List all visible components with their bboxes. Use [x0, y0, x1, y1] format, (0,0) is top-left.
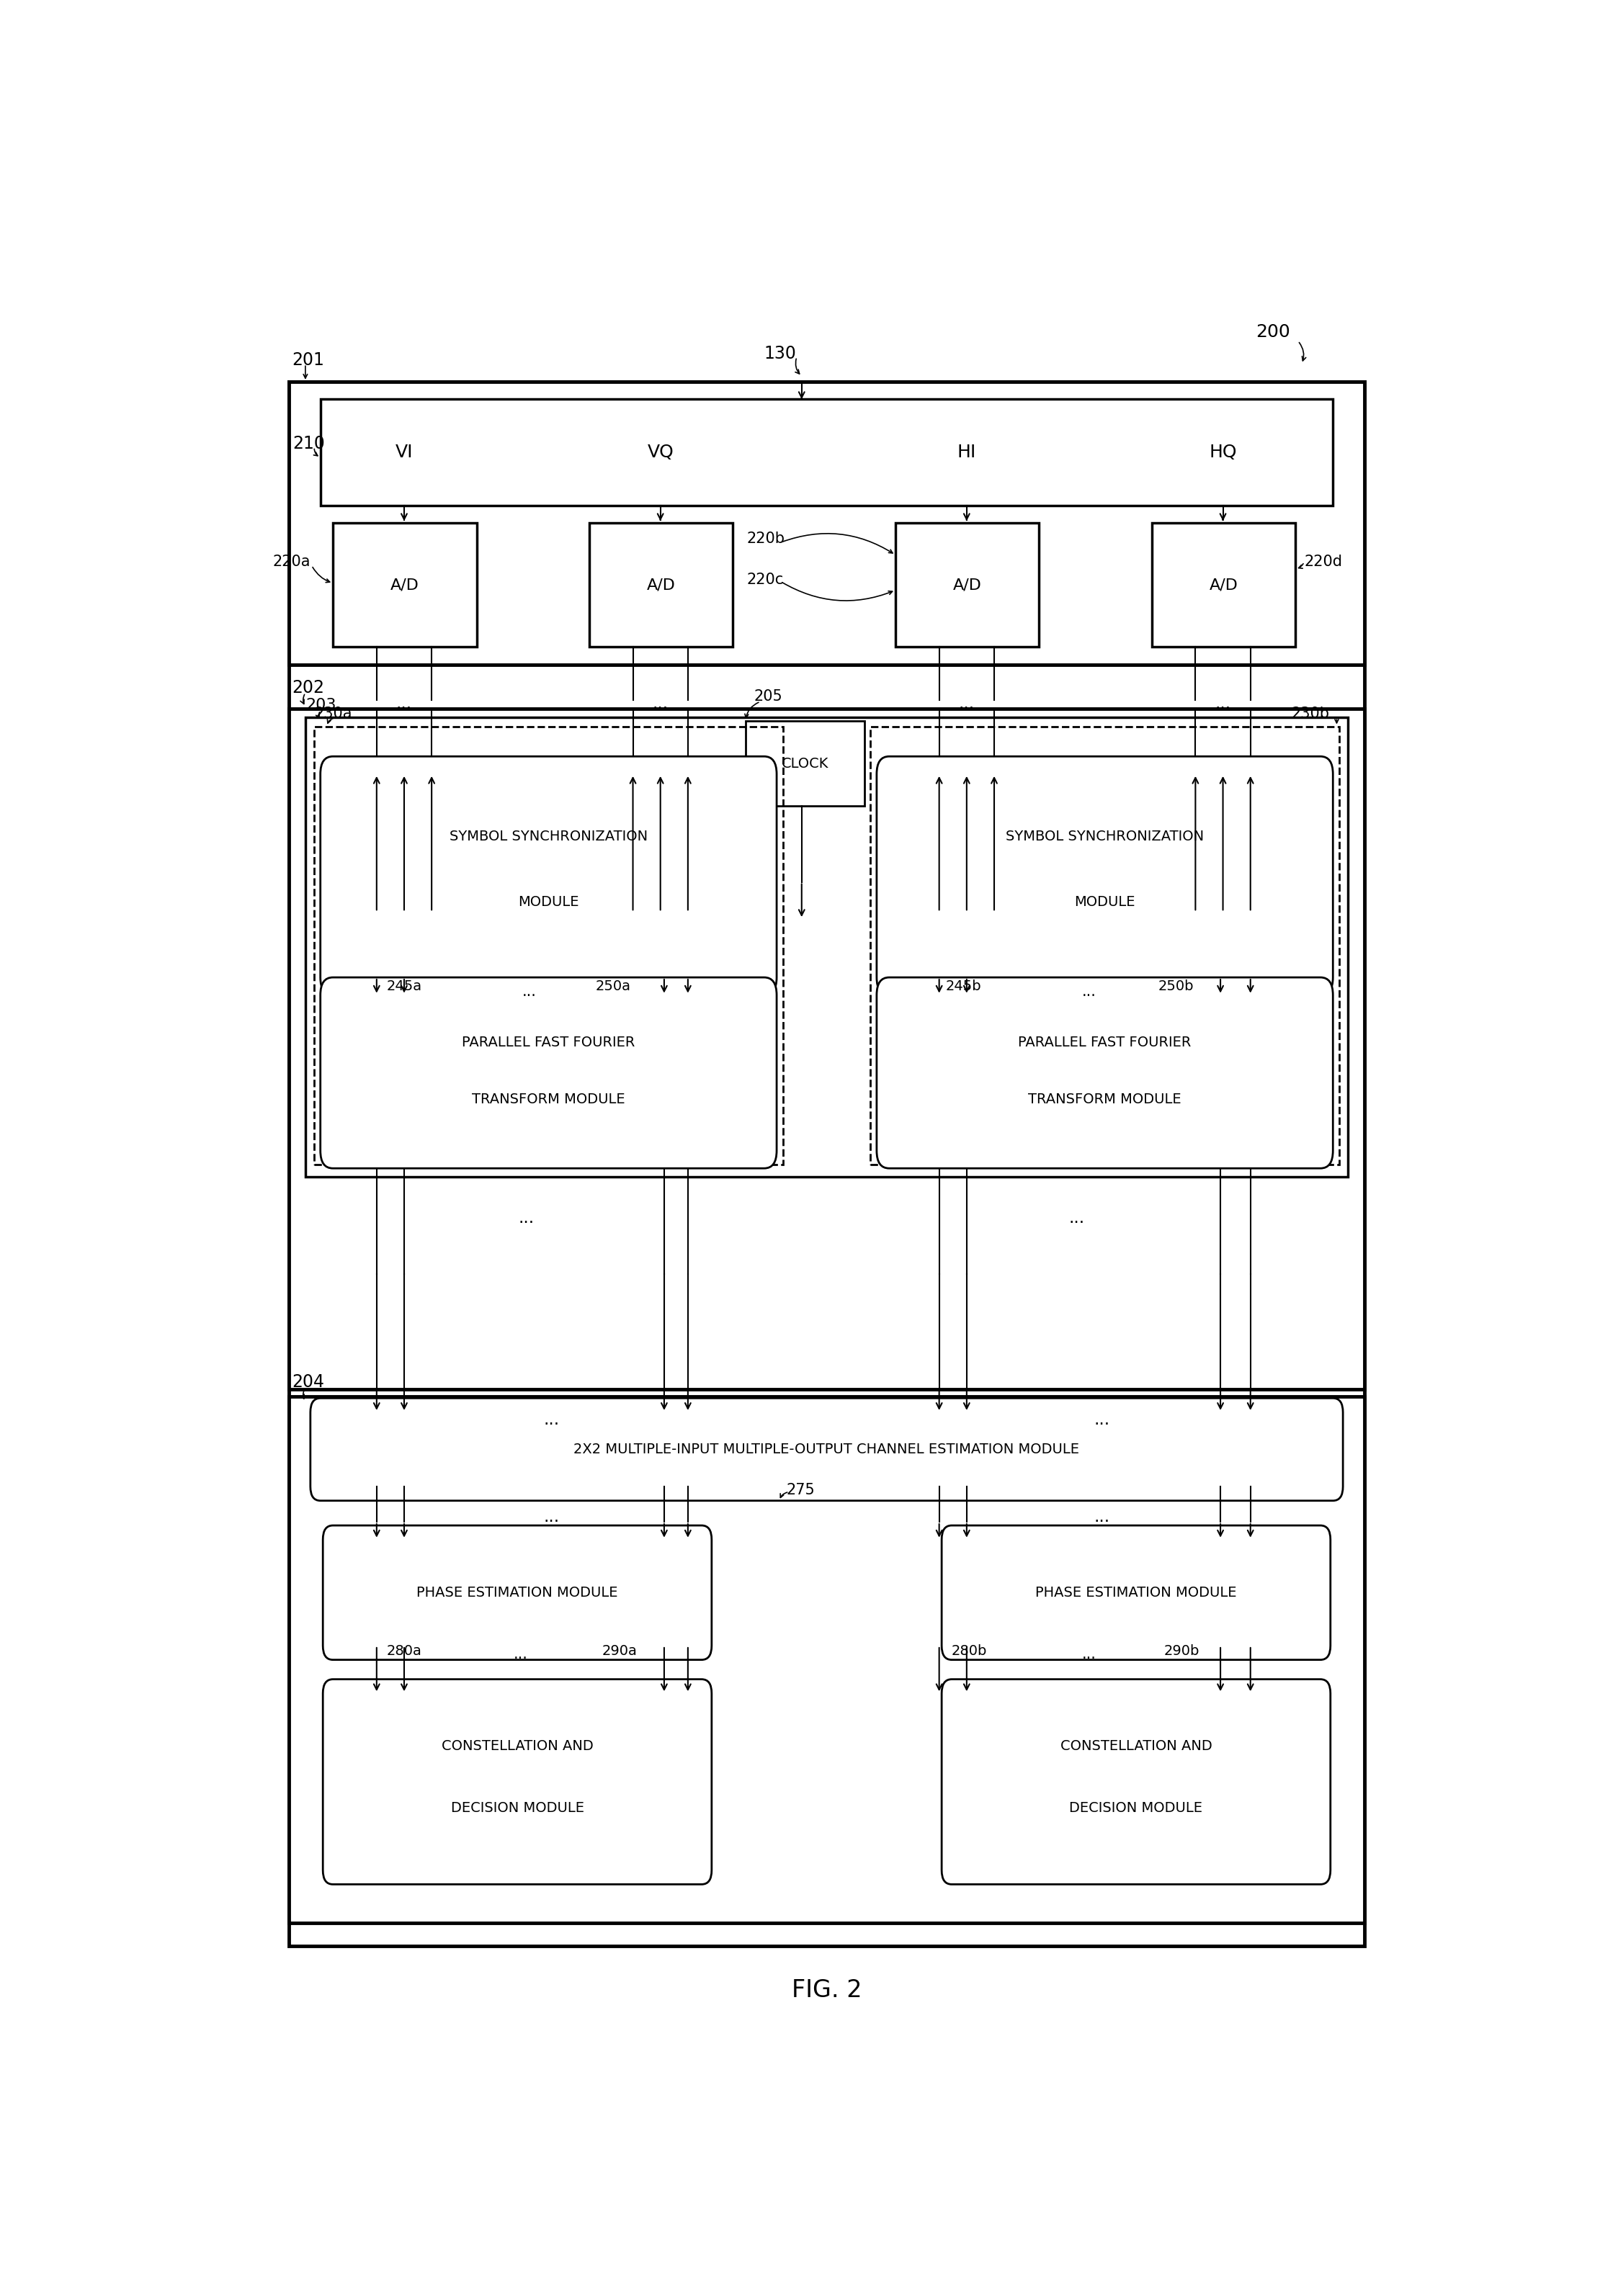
Text: 245a: 245a [387, 980, 423, 994]
Text: CONSTELLATION AND: CONSTELLATION AND [1060, 1740, 1211, 1754]
Text: 220b: 220b [747, 533, 786, 546]
Text: 220c: 220c [747, 572, 784, 588]
Bar [871, 726, 1339, 1164]
Text: 205: 205 [755, 689, 782, 703]
Text: 230a: 230a [315, 707, 352, 721]
Bar [315, 726, 782, 1164]
Text: TRANSFORM MODULE: TRANSFORM MODULE [1027, 1093, 1181, 1107]
Bar [745, 721, 865, 806]
Text: 290a: 290a [602, 1644, 637, 1658]
Text: HQ: HQ [1210, 443, 1237, 461]
Text: 204: 204 [292, 1373, 324, 1391]
Text: PHASE ESTIMATION MODULE: PHASE ESTIMATION MODULE [1036, 1587, 1237, 1600]
Text: DECISION MODULE: DECISION MODULE [450, 1802, 584, 1816]
Text: VQ: VQ [647, 443, 674, 461]
Text: 280a: 280a [387, 1644, 423, 1658]
FancyBboxPatch shape [321, 755, 777, 994]
Text: 203: 203 [305, 698, 336, 712]
FancyBboxPatch shape [323, 1525, 711, 1660]
Text: 275: 275 [787, 1483, 815, 1497]
FancyBboxPatch shape [323, 1678, 711, 1885]
FancyBboxPatch shape [942, 1678, 1331, 1885]
Text: ...: ... [652, 696, 668, 712]
Text: 220d: 220d [1305, 556, 1342, 569]
Text: PHASE ESTIMATION MODULE: PHASE ESTIMATION MODULE [416, 1587, 618, 1600]
Text: SYMBOL SYNCHRONIZATION: SYMBOL SYNCHRONIZATION [1005, 829, 1203, 843]
Text: 230b: 230b [1292, 707, 1329, 721]
Bar [289, 709, 1365, 1389]
Text: ...: ... [1069, 1210, 1084, 1226]
Text: ...: ... [958, 696, 974, 712]
Text: ...: ... [544, 1410, 560, 1428]
Bar [589, 523, 732, 647]
Bar [305, 716, 1348, 1178]
Text: ...: ... [544, 1508, 560, 1525]
Bar [321, 400, 1332, 505]
Text: 245b: 245b [945, 980, 981, 994]
Text: 280b: 280b [952, 1644, 987, 1658]
Text: DECISION MODULE: DECISION MODULE [1069, 1802, 1203, 1816]
FancyBboxPatch shape [877, 978, 1332, 1169]
Text: CONSTELLATION AND: CONSTELLATION AND [442, 1740, 594, 1754]
FancyBboxPatch shape [321, 978, 777, 1169]
Text: ...: ... [1094, 1508, 1110, 1525]
Text: TRANSFORM MODULE: TRANSFORM MODULE [473, 1093, 626, 1107]
Text: ...: ... [1082, 1646, 1097, 1662]
Text: ...: ... [1094, 1410, 1110, 1428]
Text: MODULE: MODULE [518, 895, 579, 909]
Text: ...: ... [519, 1210, 534, 1226]
Text: 2X2 MULTIPLE-INPUT MULTIPLE-OUTPUT CHANNEL ESTIMATION MODULE: 2X2 MULTIPLE-INPUT MULTIPLE-OUTPUT CHANN… [574, 1442, 1079, 1456]
Text: A/D: A/D [390, 579, 419, 592]
Text: ...: ... [1082, 985, 1097, 999]
Text: HI: HI [957, 443, 976, 461]
Text: VI: VI [395, 443, 413, 461]
Text: CLOCK: CLOCK [781, 758, 829, 769]
Text: PARALLEL FAST FOURIER: PARALLEL FAST FOURIER [461, 1035, 636, 1049]
Text: PARALLEL FAST FOURIER: PARALLEL FAST FOURIER [1018, 1035, 1192, 1049]
Text: 210: 210 [294, 434, 326, 452]
Bar [1152, 523, 1295, 647]
Text: 201: 201 [292, 351, 324, 370]
Text: 290b: 290b [1165, 1644, 1200, 1658]
Text: A/D: A/D [647, 579, 676, 592]
Bar [895, 523, 1039, 647]
Text: ...: ... [513, 1646, 527, 1662]
Text: 202: 202 [292, 680, 324, 696]
FancyBboxPatch shape [942, 1525, 1331, 1660]
Text: A/D: A/D [953, 579, 982, 592]
Text: A/D: A/D [1210, 579, 1237, 592]
Text: ...: ... [523, 985, 536, 999]
Text: 250b: 250b [1158, 980, 1194, 994]
Text: 200: 200 [1255, 324, 1290, 340]
Text: 220a: 220a [273, 556, 311, 569]
Text: MODULE: MODULE [1074, 895, 1136, 909]
Text: FIG. 2: FIG. 2 [792, 1979, 861, 2002]
Text: ...: ... [397, 696, 411, 712]
Bar [289, 1396, 1365, 1924]
FancyBboxPatch shape [877, 755, 1332, 994]
Bar [289, 381, 1365, 664]
FancyBboxPatch shape [310, 1398, 1344, 1502]
Text: 130: 130 [765, 344, 797, 363]
Text: 250a: 250a [595, 980, 631, 994]
Bar [332, 523, 477, 647]
Bar [289, 381, 1365, 1947]
Text: ...: ... [1215, 696, 1231, 712]
Text: SYMBOL SYNCHRONIZATION: SYMBOL SYNCHRONIZATION [450, 829, 648, 843]
